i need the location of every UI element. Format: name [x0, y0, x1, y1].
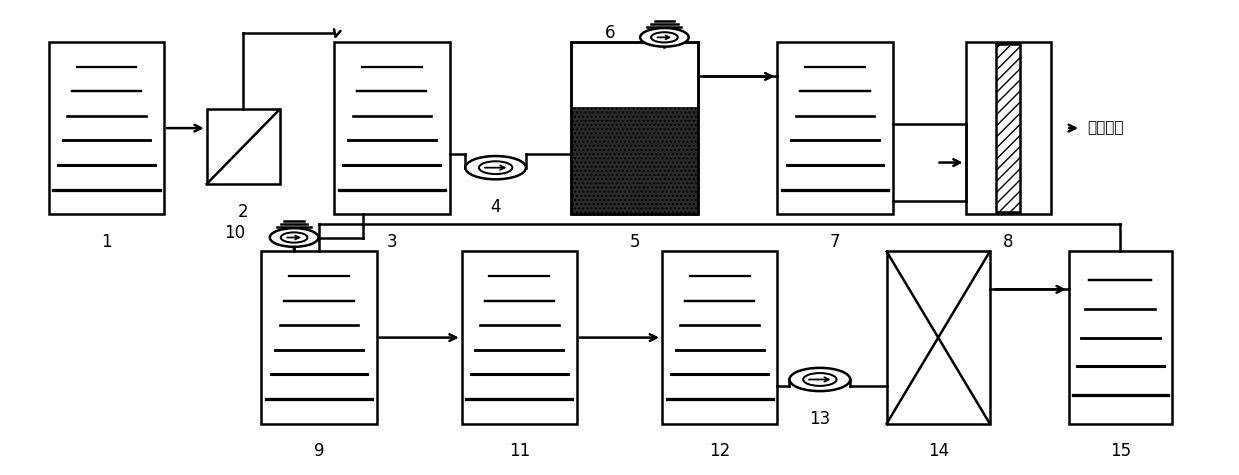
Text: 4: 4 — [491, 198, 501, 216]
Text: 达标排放: 达标排放 — [1087, 121, 1124, 135]
Text: 8: 8 — [1002, 233, 1014, 251]
Bar — [335, 42, 450, 214]
Text: 15: 15 — [1110, 442, 1131, 460]
Bar — [662, 251, 777, 424]
Bar — [1069, 251, 1172, 424]
Bar — [965, 42, 1051, 214]
Text: 10: 10 — [224, 224, 245, 242]
Text: 5: 5 — [629, 233, 639, 251]
Text: 3: 3 — [387, 233, 398, 251]
Circle shape — [466, 156, 527, 180]
Bar — [48, 42, 164, 214]
Bar — [571, 42, 699, 214]
Bar — [207, 110, 280, 184]
Circle shape — [641, 28, 689, 47]
Bar — [572, 107, 698, 214]
Circle shape — [270, 228, 318, 247]
Text: 14: 14 — [928, 442, 949, 460]
Text: 2: 2 — [238, 203, 248, 220]
Bar — [996, 44, 1020, 212]
Text: 11: 11 — [509, 442, 530, 460]
Text: 13: 13 — [809, 410, 830, 428]
Text: 7: 7 — [830, 233, 840, 251]
Bar — [777, 42, 892, 214]
Circle shape — [789, 368, 850, 391]
Text: 1: 1 — [102, 233, 112, 251]
Bar — [887, 251, 990, 424]
Bar — [261, 251, 377, 424]
Bar — [571, 42, 699, 214]
Bar — [462, 251, 577, 424]
Text: 9: 9 — [313, 442, 325, 460]
Text: 12: 12 — [709, 442, 730, 460]
Text: 6: 6 — [606, 24, 616, 42]
